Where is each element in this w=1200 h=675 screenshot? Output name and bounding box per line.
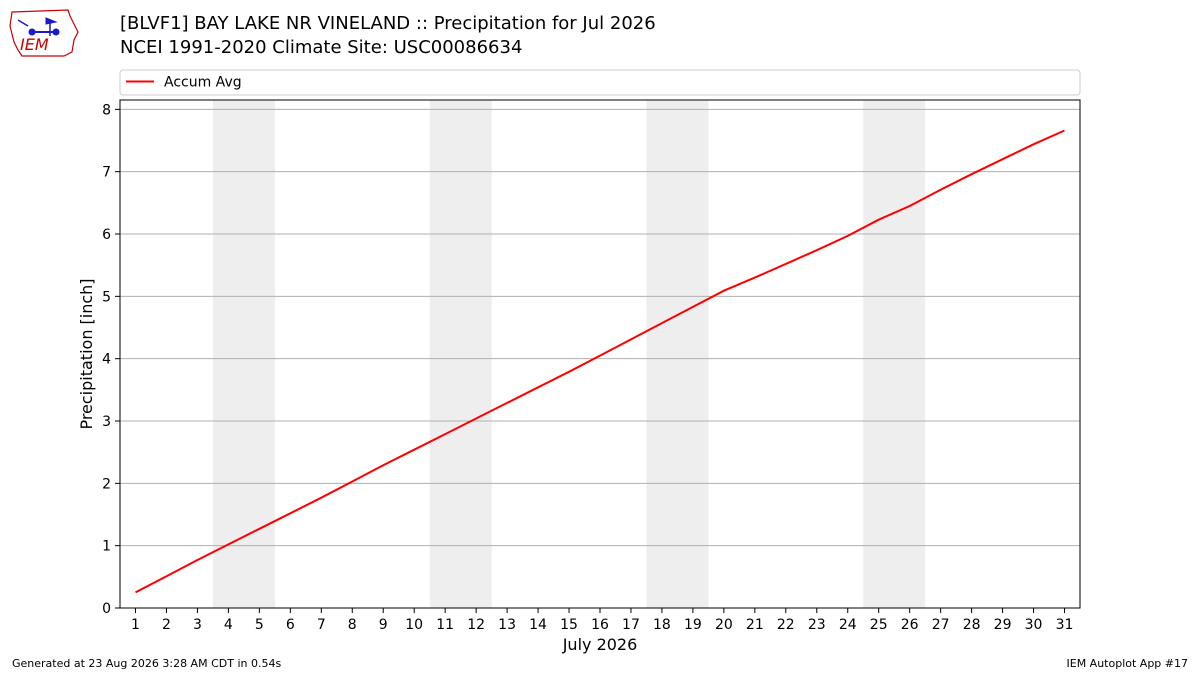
legend-label: Accum Avg bbox=[164, 75, 242, 91]
x-tick-label: 10 bbox=[405, 617, 423, 633]
generated-timestamp: Generated at 23 Aug 2026 3:28 AM CDT in … bbox=[12, 657, 282, 670]
y-tick-label: 0 bbox=[102, 601, 111, 617]
y-tick-label: 5 bbox=[102, 289, 111, 305]
x-tick-label: 8 bbox=[348, 617, 357, 633]
x-tick-label: 24 bbox=[839, 617, 857, 633]
y-axis-label: Precipitation [inch] bbox=[77, 278, 96, 429]
weekend-band bbox=[212, 100, 275, 608]
x-tick-label: 17 bbox=[622, 617, 640, 633]
x-tick-label: 4 bbox=[224, 617, 233, 633]
x-tick-label: 19 bbox=[684, 617, 702, 633]
x-tick-label: 26 bbox=[901, 617, 919, 633]
plot-frame bbox=[119, 99, 1081, 609]
x-tick-label: 1 bbox=[131, 617, 140, 633]
x-tick-label: 31 bbox=[1056, 617, 1074, 633]
x-tick-label: 7 bbox=[317, 617, 326, 633]
y-tick-label: 6 bbox=[102, 227, 111, 243]
x-tick-label: 18 bbox=[653, 617, 671, 633]
chart-title-line-2: NCEI 1991-2020 Climate Site: USC00086634 bbox=[120, 37, 523, 58]
weekend-band bbox=[429, 100, 492, 608]
x-tick-label: 23 bbox=[808, 617, 826, 633]
y-tick-label: 1 bbox=[102, 539, 111, 555]
x-tick-label: 20 bbox=[715, 617, 733, 633]
x-tick-label: 27 bbox=[932, 617, 950, 633]
x-tick-label: 9 bbox=[379, 617, 388, 633]
weekend-band bbox=[863, 100, 926, 608]
series-line-accum-avg bbox=[135, 129, 1065, 594]
legend-box bbox=[119, 69, 1081, 96]
x-tick-label: 11 bbox=[436, 617, 454, 633]
x-tick-label: 5 bbox=[255, 617, 264, 633]
chart-title-line-1: [BLVF1] BAY LAKE NR VINELAND :: Precipit… bbox=[120, 13, 656, 34]
x-tick-label: 12 bbox=[467, 617, 485, 633]
weekend-band bbox=[646, 100, 709, 608]
x-tick-label: 15 bbox=[560, 617, 578, 633]
y-tick-label: 7 bbox=[102, 165, 111, 181]
x-tick-label: 2 bbox=[162, 617, 171, 633]
x-tick-label: 30 bbox=[1025, 617, 1043, 633]
x-tick-label: 3 bbox=[193, 617, 202, 633]
y-tick-label: 8 bbox=[102, 102, 111, 118]
x-tick-label: 14 bbox=[529, 617, 547, 633]
y-tick-label: 3 bbox=[102, 414, 111, 430]
logo-text: IEM bbox=[20, 35, 49, 54]
x-tick-label: 25 bbox=[870, 617, 888, 633]
x-tick-label: 16 bbox=[591, 617, 609, 633]
y-tick-label: 4 bbox=[102, 352, 111, 368]
y-tick-label: 2 bbox=[102, 476, 111, 492]
x-tick-label: 29 bbox=[994, 617, 1012, 633]
x-tick-label: 28 bbox=[963, 617, 981, 633]
x-tick-label: 6 bbox=[286, 617, 295, 633]
x-tick-label: 22 bbox=[777, 617, 795, 633]
autoplot-app-label: IEM Autoplot App #17 bbox=[1066, 657, 1189, 670]
x-axis-label: July 2026 bbox=[562, 635, 638, 654]
x-tick-label: 21 bbox=[746, 617, 764, 633]
x-tick-label: 13 bbox=[498, 617, 516, 633]
iem-logo: IEM bbox=[8, 6, 82, 58]
